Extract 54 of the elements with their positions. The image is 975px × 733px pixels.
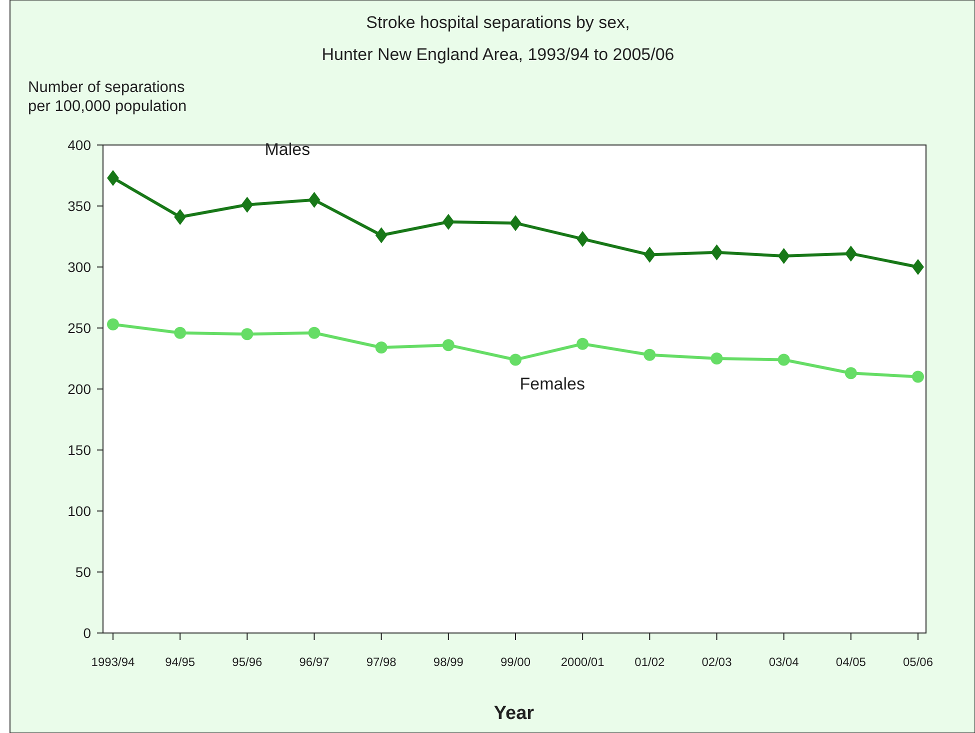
chart-subtitle: Hunter New England Area, 1993/94 to 2005/06 (322, 45, 674, 64)
point (107, 170, 119, 186)
point (241, 196, 254, 213)
point (107, 318, 119, 330)
point (912, 259, 924, 275)
y-tick-label: 0 (83, 625, 92, 641)
series-label: Females (520, 374, 585, 394)
y-tick-label: 300 (68, 259, 92, 275)
point (308, 326, 320, 339)
y-tick-label: 250 (68, 320, 92, 336)
point (912, 370, 924, 383)
y-tick-label: 350 (68, 198, 92, 214)
chart-title: Stroke hospital separations by sex, (366, 13, 630, 32)
point (308, 192, 320, 208)
point (644, 246, 656, 263)
y-tick-label: 400 (68, 137, 92, 153)
point (576, 338, 589, 350)
point (241, 328, 254, 340)
point (778, 354, 790, 366)
x-tick-label: 97/98 (366, 655, 397, 669)
x-tick-label: 2000/01 (560, 655, 605, 669)
point (375, 227, 388, 244)
x-tick-label: 99/00 (500, 655, 531, 669)
x-tick-label: 04/05 (836, 655, 866, 669)
x-tick-label: 95/96 (232, 655, 263, 669)
point (442, 214, 454, 230)
series-label: Males (264, 140, 310, 159)
point (375, 342, 388, 354)
point (510, 215, 522, 232)
point (442, 339, 454, 352)
x-tick-label: 02/03 (702, 655, 732, 669)
y-tick-label: 150 (68, 442, 92, 458)
x-tick-label: 05/06 (902, 655, 934, 669)
y-axis-title: Number of separations per 100,000 population (28, 79, 187, 115)
point (510, 354, 522, 366)
x-tick-label: 96/97 (299, 655, 330, 669)
point (844, 246, 857, 262)
point (576, 230, 589, 247)
point (174, 208, 186, 225)
point (844, 367, 857, 380)
x-tick-label: 03/04 (768, 655, 800, 669)
x-axis-title: Year (494, 703, 535, 724)
point (644, 348, 656, 361)
point (710, 352, 723, 364)
point (778, 248, 790, 264)
x-tick-label: 94/95 (165, 655, 196, 669)
point (710, 244, 723, 260)
x-tick-label: 98/99 (433, 655, 464, 669)
y-tick-label: 50 (75, 564, 92, 580)
y-tick-label: 200 (68, 381, 92, 397)
x-tick-label: 01/02 (634, 655, 666, 669)
x-tick-label: 1993/94 (91, 655, 136, 669)
point (174, 326, 186, 339)
y-tick-label: 100 (68, 503, 92, 519)
